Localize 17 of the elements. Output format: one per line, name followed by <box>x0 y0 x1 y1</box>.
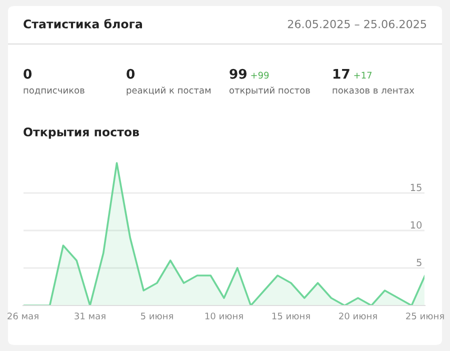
y-tick-label: 10 <box>410 221 422 229</box>
text: 99 +99 открытий постов <box>230 68 310 96</box>
x-tick-label: 31 мая <box>74 312 106 320</box>
y-tick-label: 5 <box>416 258 422 266</box>
chart-title: Открытия постов <box>24 127 139 139</box>
text: 26.05.2025 – 25.06.2025 <box>288 20 426 28</box>
text: 0 реакций к постам <box>126 68 211 96</box>
x-tick-label: 10 июня <box>205 312 243 320</box>
x-tick-label: 20 июня <box>339 312 377 320</box>
text: 17 +17 показов в лентах <box>332 69 414 94</box>
text: Статистика блога <box>24 18 142 28</box>
y-tick-label: 15 <box>410 184 422 192</box>
x-tick-label: 26 мая <box>8 312 38 320</box>
x-tick-label: 15 июня <box>272 312 310 320</box>
text: 0 подписчиков <box>24 68 84 95</box>
x-tick-label: 5 июня <box>140 312 173 320</box>
x-tick-label: 25 июня <box>406 312 444 320</box>
